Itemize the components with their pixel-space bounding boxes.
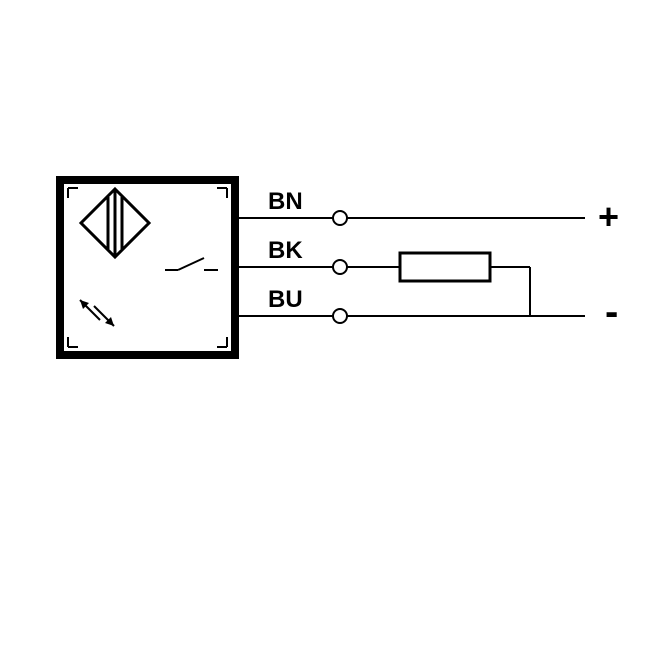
label-bu: BU [268,286,303,314]
terminal-negative: - [605,290,618,335]
label-bn: BN [268,188,303,216]
wiring-diagram: BN BK BU + - [0,0,651,651]
label-bk: BK [268,237,303,265]
load-resistor [400,253,490,281]
connection-point-bk [333,260,347,274]
sensor-box [60,180,235,355]
connection-point-bn [333,211,347,225]
terminal-positive: + [598,196,619,238]
schematic-svg [0,0,651,651]
connection-point-bu [333,309,347,323]
